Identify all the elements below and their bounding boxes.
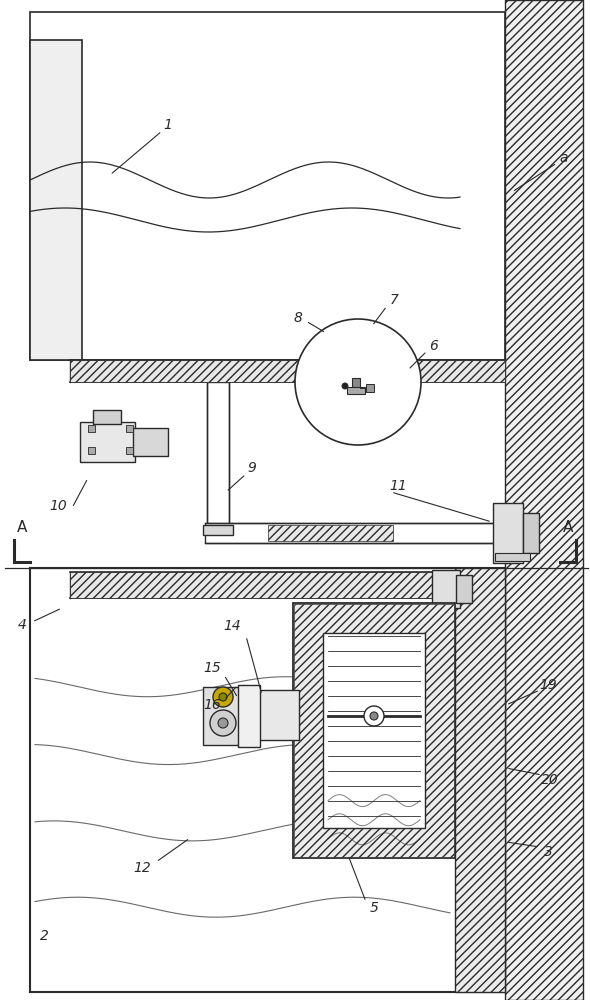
Bar: [505, 0, 583, 1000]
Bar: [207, 382, 229, 530]
Circle shape: [218, 718, 228, 728]
Bar: [268, 525, 393, 541]
Bar: [238, 685, 260, 747]
Text: 19: 19: [539, 678, 557, 692]
Text: 2: 2: [40, 929, 48, 943]
Bar: [293, 603, 455, 858]
Text: 10: 10: [49, 499, 67, 513]
Text: a: a: [560, 151, 568, 165]
Circle shape: [213, 687, 233, 707]
Circle shape: [370, 712, 378, 720]
Circle shape: [364, 706, 384, 726]
Bar: [88, 425, 95, 432]
Bar: [241, 690, 299, 740]
Bar: [88, 447, 95, 454]
Bar: [493, 503, 523, 563]
Circle shape: [342, 383, 348, 389]
Bar: [366, 384, 374, 392]
Text: 16: 16: [203, 698, 221, 712]
Text: 14: 14: [223, 619, 241, 633]
Text: 7: 7: [389, 293, 398, 307]
Bar: [294, 604, 454, 857]
Bar: [352, 378, 360, 388]
Circle shape: [210, 710, 236, 736]
Bar: [70, 572, 432, 598]
Bar: [30, 12, 505, 360]
Bar: [126, 447, 133, 454]
Bar: [455, 568, 505, 992]
Bar: [80, 422, 135, 462]
Text: A: A: [17, 520, 27, 536]
Bar: [126, 425, 133, 432]
Circle shape: [295, 319, 421, 445]
Bar: [93, 410, 121, 424]
Text: 9: 9: [248, 461, 257, 475]
Text: 4: 4: [18, 618, 27, 632]
Bar: [455, 568, 505, 992]
Bar: [523, 513, 539, 553]
Bar: [432, 570, 460, 608]
Bar: [30, 568, 505, 992]
Bar: [203, 687, 245, 745]
Text: 11: 11: [389, 479, 407, 493]
Bar: [203, 525, 233, 535]
Bar: [205, 523, 497, 543]
Text: 12: 12: [133, 861, 151, 875]
Bar: [323, 633, 425, 828]
Bar: [495, 553, 530, 561]
Text: 15: 15: [203, 661, 221, 675]
Text: 1: 1: [163, 118, 172, 132]
Bar: [30, 40, 82, 360]
Bar: [456, 575, 472, 603]
Text: 5: 5: [369, 901, 378, 915]
Bar: [505, 0, 583, 1000]
Text: 8: 8: [294, 311, 303, 325]
Text: 3: 3: [543, 845, 552, 859]
Bar: [133, 428, 168, 456]
Bar: [347, 387, 365, 394]
Circle shape: [219, 693, 227, 701]
Text: 20: 20: [541, 773, 559, 787]
Text: 6: 6: [430, 339, 438, 353]
Text: A: A: [563, 520, 573, 536]
Bar: [70, 360, 505, 382]
